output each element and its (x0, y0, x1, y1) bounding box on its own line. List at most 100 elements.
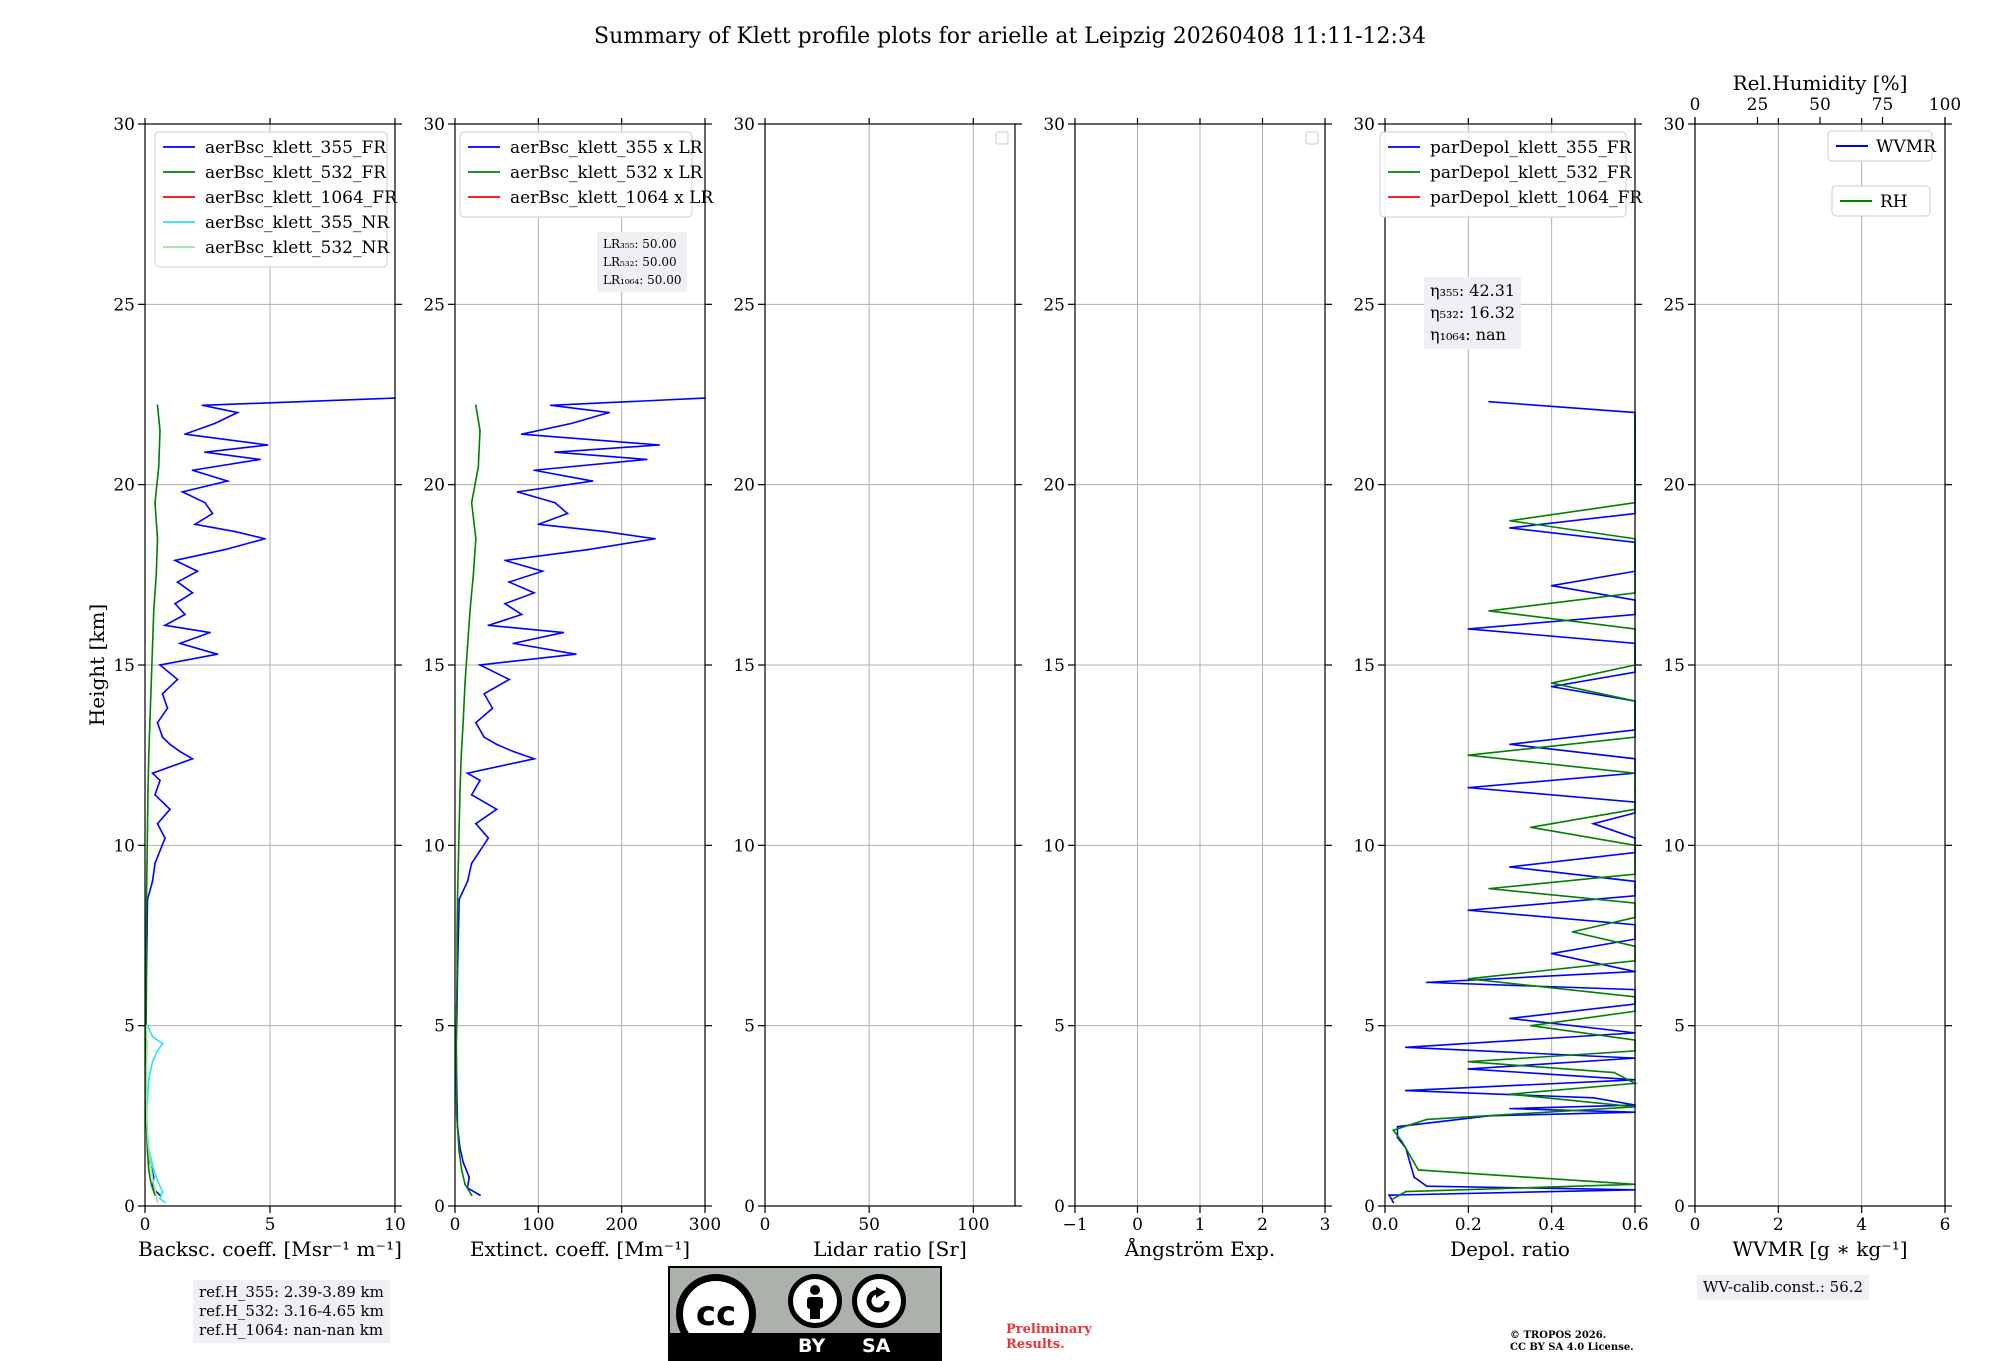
data-point (658, 444, 661, 446)
data-point (466, 646, 469, 648)
data-point (512, 642, 515, 645)
data-point (1550, 685, 1553, 688)
data-point (1392, 1129, 1395, 1132)
ref-height-532: ref.H_532: 3.16-4.65 km (199, 1302, 384, 1320)
data-point (161, 692, 164, 695)
data-point (152, 1169, 155, 1171)
eta-532: η₅₃₂: 16.32 (1430, 303, 1516, 322)
xtick-label: 0 (1132, 1215, 1143, 1235)
data-point (1425, 1185, 1428, 1188)
data-point (194, 523, 196, 526)
legend-label: RH (1880, 192, 1908, 212)
data-point (479, 1194, 481, 1197)
xtick-label: −1 (1062, 1215, 1087, 1235)
ytick-label: 15 (1043, 656, 1065, 676)
ytick-label: 20 (1353, 476, 1375, 496)
data-point (150, 682, 153, 684)
ytick-label: 25 (423, 295, 445, 315)
xtick-label: 50 (858, 1215, 880, 1235)
data-point (460, 1169, 463, 1171)
data-point (161, 1042, 164, 1045)
cc-share-alike-icon (852, 1274, 906, 1328)
data-point (495, 808, 498, 811)
data-point (457, 862, 460, 865)
data-point (479, 664, 481, 666)
data-point (259, 458, 261, 461)
xtick-label: 0 (760, 1215, 771, 1235)
ytick-label: 15 (1663, 656, 1685, 676)
data-point (458, 1151, 461, 1153)
data-point (161, 736, 164, 739)
data-point (483, 736, 486, 739)
data-point (156, 537, 159, 540)
data-point (479, 429, 481, 432)
data-point (554, 451, 556, 454)
ytick-label: 10 (423, 836, 445, 856)
data-point (504, 559, 506, 562)
data-point (146, 826, 149, 829)
data-point (520, 613, 523, 616)
ref-height-box: ref.H_355: 2.39-3.89 km ref.H_532: 3.16-… (193, 1280, 390, 1343)
data-point (145, 934, 148, 937)
data-point (176, 678, 179, 681)
data-point (151, 772, 154, 775)
data-point (1550, 682, 1553, 684)
data-point (474, 404, 477, 407)
ytick-label: 10 (1353, 836, 1375, 856)
data-point (516, 490, 519, 493)
data-point (1467, 977, 1470, 980)
data-point (1592, 822, 1595, 825)
data-point (159, 429, 161, 432)
data-point (458, 898, 461, 901)
data-point (179, 750, 181, 753)
data-point (151, 646, 154, 648)
data-point (1409, 1161, 1411, 1164)
ytick-label: 5 (124, 1017, 135, 1037)
data-point (462, 1161, 465, 1164)
data-point (146, 1151, 149, 1153)
data-point (455, 1078, 458, 1081)
data-point (1467, 754, 1470, 757)
data-point (1467, 909, 1470, 912)
data-point (508, 678, 511, 681)
data-point (145, 1096, 148, 1099)
data-point (264, 537, 266, 540)
data-point (174, 602, 176, 605)
ytick-label: 15 (733, 656, 755, 676)
legend-label: aerBsc_klett_532_NR (205, 238, 390, 258)
data-point (474, 721, 477, 724)
ytick-label: 5 (1364, 1017, 1375, 1037)
data-point (204, 501, 206, 504)
data-point (266, 444, 269, 446)
legend-label: aerBsc_klett_355_FR (205, 138, 387, 158)
ytick-label: 10 (733, 836, 755, 856)
share-alike-glyph (866, 1287, 890, 1313)
data-point (1467, 786, 1470, 789)
data-point (151, 1035, 154, 1038)
data-point (1404, 1190, 1407, 1193)
data-point (533, 469, 536, 472)
ytick-label: 15 (423, 656, 445, 676)
legend-label: aerBsc_klett_532_FR (205, 163, 387, 183)
data-point (570, 422, 573, 425)
data-point (176, 581, 179, 583)
series-line-aerBsc_klett_532 x LR (455, 405, 481, 1196)
ytick-label: 5 (1054, 1017, 1065, 1037)
data-point (487, 624, 490, 627)
x2tick-label: 75 (1872, 95, 1894, 115)
data-point (1400, 1140, 1403, 1142)
data-point (152, 1183, 155, 1186)
ytick-label: 30 (423, 115, 445, 135)
cc-by-label: BY (798, 1335, 826, 1357)
xtick-label: 3 (1320, 1215, 1331, 1235)
x2tick-label: 0 (1690, 95, 1701, 115)
data-point (154, 501, 156, 504)
data-point (464, 1183, 466, 1186)
legend-box (459, 131, 693, 218)
cc-license-badge: cc BY SA (668, 1266, 942, 1361)
data-point (179, 642, 181, 645)
ytick-label: 0 (434, 1197, 445, 1217)
data-point (164, 624, 166, 627)
data-point (147, 754, 150, 757)
